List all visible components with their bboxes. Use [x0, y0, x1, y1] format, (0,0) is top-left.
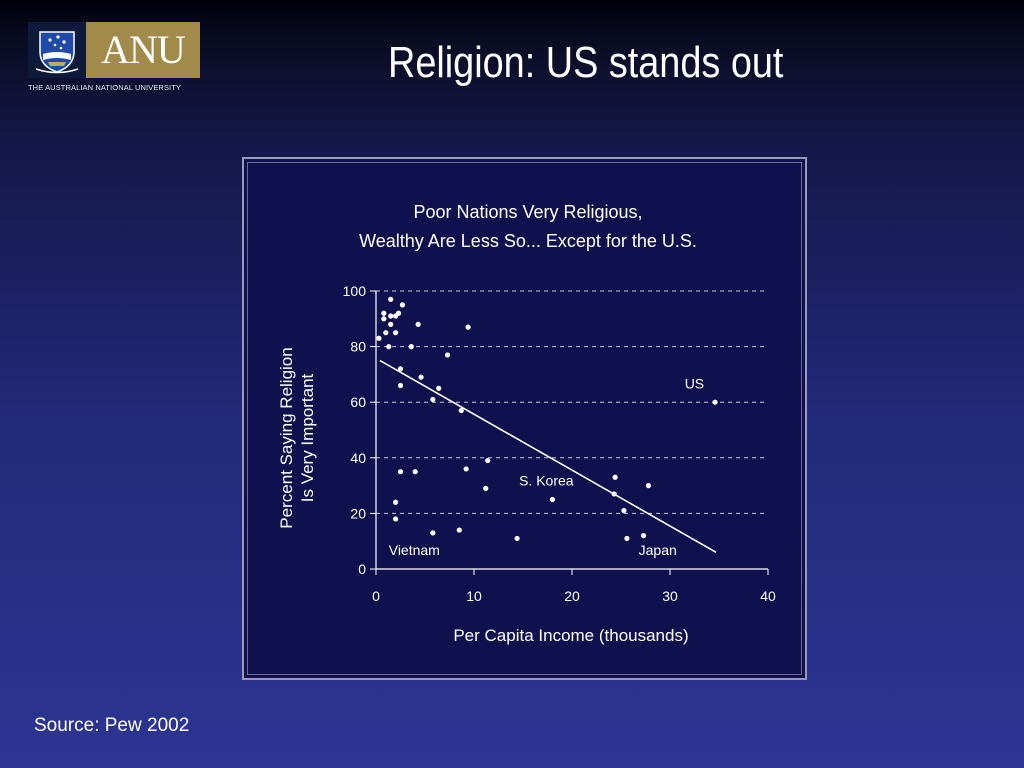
x-tick-label: 10 [466, 588, 482, 604]
data-point [456, 527, 462, 533]
anu-wordmark-box: ANU [86, 22, 200, 78]
trendline-group [379, 359, 717, 554]
data-point [415, 321, 421, 327]
x-tick-label: 20 [564, 588, 580, 604]
data-point [393, 516, 399, 522]
y-axis-title: Percent Saying Religion Is Very Importan… [277, 347, 317, 528]
y-axis-title-line-2: Is Very Important [298, 373, 317, 502]
data-point [430, 530, 436, 536]
data-point [612, 474, 618, 480]
data-point [624, 535, 630, 542]
data-points [376, 296, 718, 542]
annotation-label: Japan [639, 542, 677, 558]
data-point [393, 313, 399, 319]
data-point [549, 496, 555, 503]
data-point [388, 321, 394, 327]
data-point [388, 296, 394, 302]
data-point [388, 313, 394, 319]
tick-labels: 0 20 40 60 80 100 0 10 20 30 40 [343, 283, 776, 604]
data-point [645, 483, 652, 489]
y-tick-label: 60 [350, 394, 366, 410]
data-point [383, 330, 389, 336]
data-point [381, 316, 387, 322]
data-point [397, 469, 404, 475]
data-point [397, 382, 404, 389]
data-point [712, 399, 718, 405]
data-point [444, 352, 451, 358]
y-tick-label: 0 [358, 561, 366, 577]
trendline [379, 359, 717, 554]
data-point [395, 310, 402, 316]
grid-lines [376, 290, 768, 514]
x-tick-label: 30 [662, 588, 678, 604]
anu-logo: ANU THE AUSTRALIAN NATIONAL UNIVERSITY [28, 22, 200, 94]
data-point [640, 533, 647, 539]
y-axis-title-line-1: Percent Saying Religion [277, 347, 296, 528]
data-point [430, 396, 436, 403]
data-point [386, 344, 392, 350]
anu-wordmark: ANU [101, 27, 186, 72]
data-point [514, 535, 520, 542]
data-point [381, 310, 387, 316]
data-point [393, 330, 399, 336]
y-tick-label: 100 [343, 283, 367, 299]
x-tick-label: 0 [372, 588, 380, 604]
y-tick-label: 40 [350, 450, 366, 466]
chart-title: Poor Nations Very Religious, Wealthy Are… [359, 202, 697, 251]
source-note: Source: Pew 2002 [34, 715, 190, 736]
data-point [393, 499, 399, 505]
data-point [463, 466, 469, 472]
chart-title-line-2: Wealthy Are Less So... Except for the U.… [359, 231, 697, 251]
data-point [436, 385, 442, 391]
data-point [483, 485, 489, 491]
anu-crest-icon [28, 22, 86, 78]
x-axis-title: Per Capita Income (thousands) [453, 626, 688, 645]
x-tick-label: 40 [760, 588, 776, 604]
data-point [611, 491, 617, 497]
data-point [399, 302, 406, 308]
scatter-chart: Poor Nations Very Religious, Wealthy Are… [277, 202, 776, 645]
annotation-label: S. Korea [519, 473, 574, 489]
chart-frame: Poor Nations Very Religious, Wealthy Are… [242, 157, 807, 680]
data-point [458, 407, 464, 414]
data-point [418, 374, 424, 380]
axes [370, 290, 769, 575]
slide-title: Religion: US stands out [388, 38, 784, 87]
data-point [465, 324, 471, 330]
data-point [412, 469, 418, 475]
y-tick-label: 80 [350, 339, 366, 355]
annotations: US S. Korea Vietnam Japan [389, 375, 704, 558]
anu-logo-subtitle: THE AUSTRALIAN NATIONAL UNIVERSITY [28, 83, 182, 92]
y-tick-label: 20 [350, 505, 366, 521]
data-point [621, 508, 627, 514]
data-point [485, 457, 491, 464]
data-point [376, 335, 382, 341]
chart-title-line-1: Poor Nations Very Religious, [413, 202, 642, 222]
annotation-label: Vietnam [389, 542, 440, 558]
data-point [397, 366, 404, 372]
data-point [408, 344, 414, 350]
annotation-label: US [685, 375, 704, 391]
